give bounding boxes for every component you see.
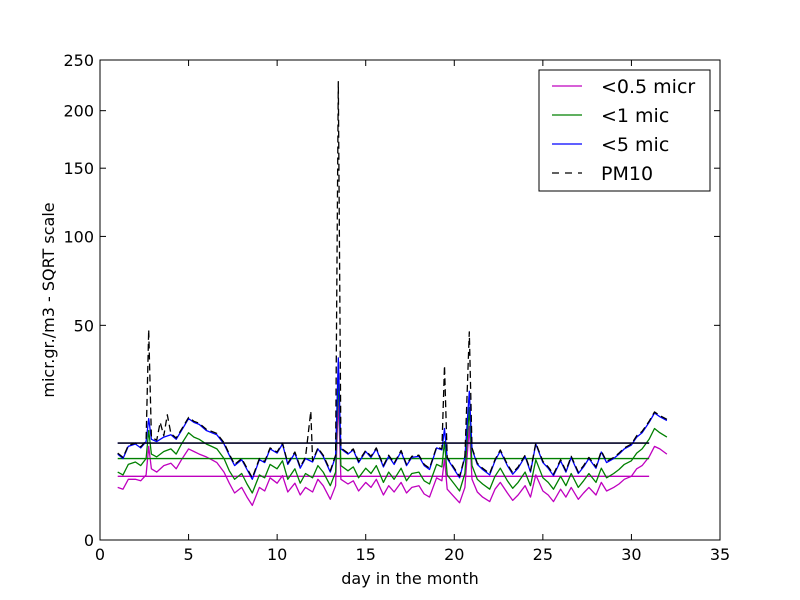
legend-label: <1 mic	[601, 105, 669, 127]
y-tick-label: 250	[63, 51, 94, 70]
series-line-lt-1-mic	[117, 373, 668, 494]
ticks-layer: 0 5 10 15 20 25 30 35 0 50 100 150 200 250	[63, 51, 730, 564]
y-tick-label: 100	[63, 227, 94, 246]
x-tick-label: 25	[533, 545, 553, 564]
series-line-lt-0-5-micr	[117, 396, 668, 507]
y-tick-label: 200	[63, 102, 94, 121]
y-tick-label: 0	[84, 531, 94, 550]
x-tick-label: 30	[621, 545, 641, 564]
legend-label: <5 mic	[601, 134, 669, 156]
y-tick-label: 50	[74, 316, 94, 335]
legend-label: PM10	[601, 163, 653, 185]
x-tick-label: 20	[444, 545, 464, 564]
y-tick-label: 150	[63, 159, 94, 178]
series-line-pm10	[117, 80, 668, 479]
plot-frame	[99, 59, 721, 541]
series-layer	[117, 80, 668, 507]
x-tick-label: 35	[710, 545, 730, 564]
legend-label: <0.5 micr	[601, 76, 695, 98]
x-tick-label: 10	[267, 545, 287, 564]
x-tick-label: 0	[95, 545, 105, 564]
legend-box	[538, 69, 711, 192]
x-axis-label: day in the month	[341, 569, 478, 588]
x-tick-label: 5	[183, 545, 193, 564]
x-tick-label: 15	[356, 545, 376, 564]
y-axis-label: micr.gr./m3 - SQRT scale	[39, 202, 58, 397]
legend: <0.5 micr <1 mic <5 mic PM10	[538, 69, 711, 192]
